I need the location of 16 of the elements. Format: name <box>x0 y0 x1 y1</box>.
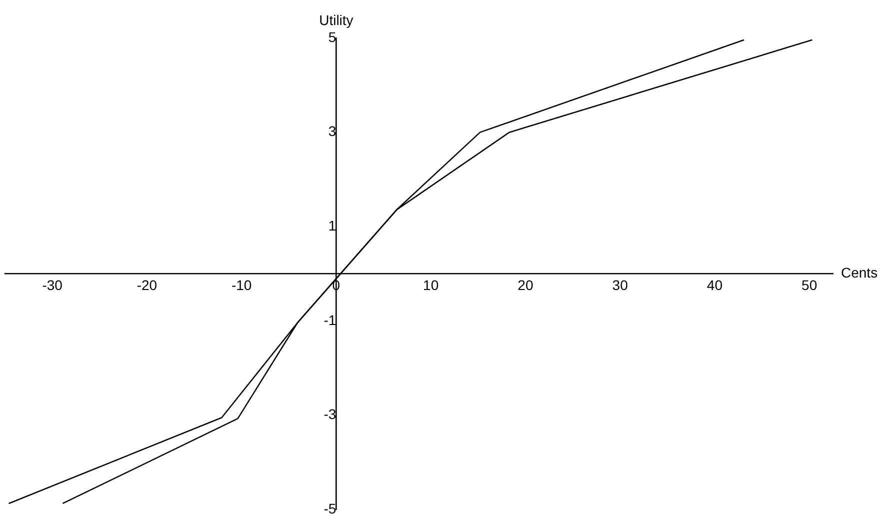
x-tick-label: 20 <box>518 277 534 294</box>
x-axis-title: Cents <box>841 264 878 281</box>
x-tick-label: 50 <box>802 277 818 294</box>
y-tick-label: -3 <box>324 406 336 422</box>
y-axis-title: Utility <box>319 12 354 28</box>
y-tick-label: 3 <box>328 123 336 140</box>
x-tick-label: -20 <box>136 277 158 294</box>
y-tick-label: -5 <box>324 500 336 516</box>
x-tick-label: 40 <box>706 277 723 294</box>
x-tick-label: 10 <box>423 277 439 294</box>
y-tick-label: 1 <box>328 218 336 234</box>
x-tick-label: -10 <box>231 277 252 294</box>
x-tick-label: 30 <box>612 277 628 294</box>
y-tick-label: 5 <box>328 28 336 45</box>
y-tick-label: -1 <box>324 312 336 328</box>
x-tick-label: -30 <box>42 277 63 294</box>
